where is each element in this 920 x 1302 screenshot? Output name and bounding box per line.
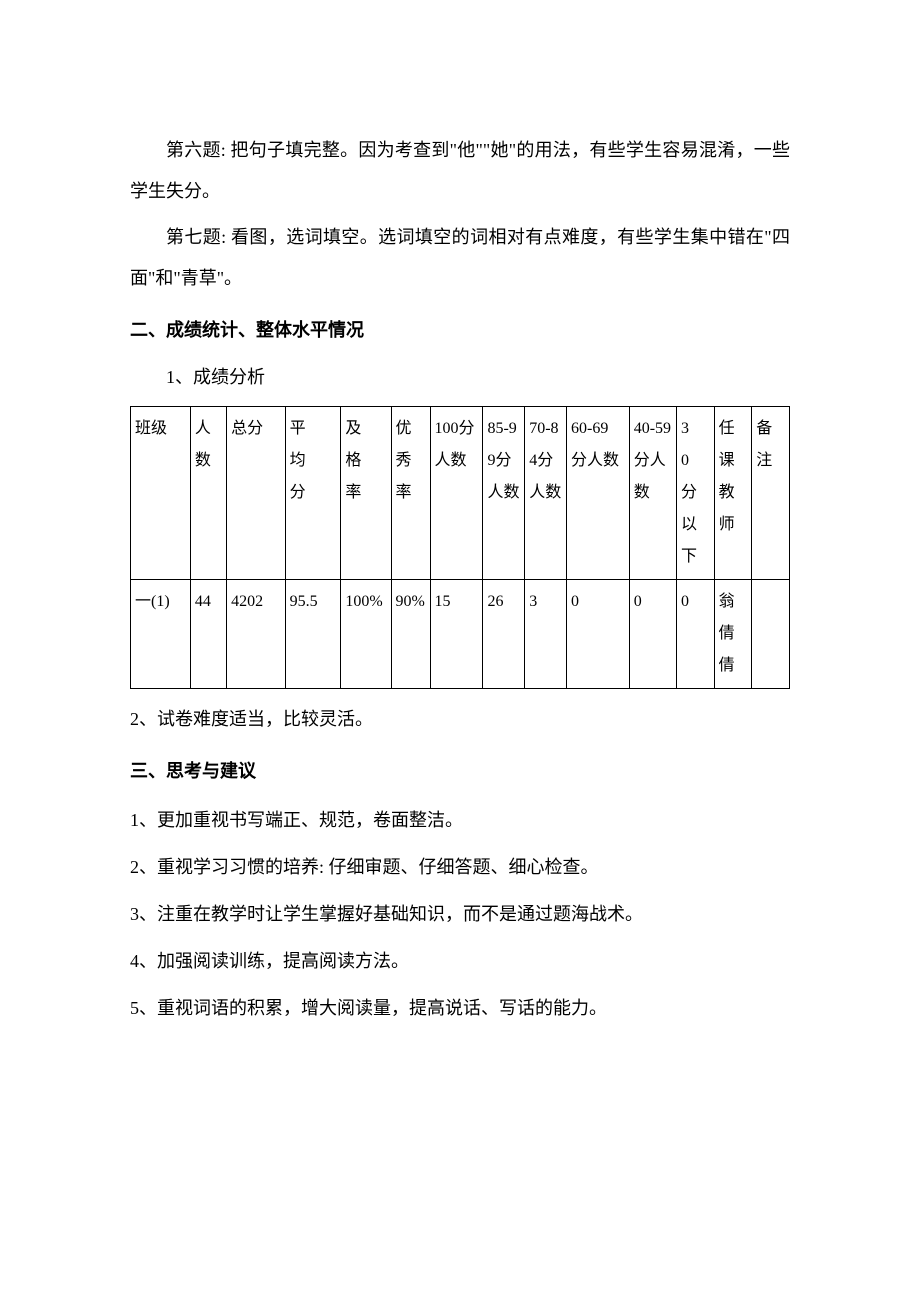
table-row: 一(1) 44 4202 95.5 100% 90% 15 26 3 0 0 0… [131,580,790,689]
td-85-99: 26 [483,580,525,689]
td-excellent: 90% [391,580,430,689]
section3-item2: 2、重视学习习惯的培养: 仔细审题、仔细答题、细心检查。 [130,845,790,890]
section2-item2: 2、试卷难度适当，比较灵活。 [130,699,790,740]
th-class: 班级 [131,407,191,580]
td-teacher: 翁倩倩 [714,580,752,689]
td-70-84: 3 [525,580,567,689]
section3-item3: 3、注重在教学时让学生掌握好基础知识，而不是通过题海战术。 [130,892,790,937]
td-total: 4202 [227,580,286,689]
td-40-59: 0 [629,580,676,689]
th-excellent: 优秀率 [391,407,430,580]
th-below30: 30分以下 [677,407,715,580]
section2-item1: 1、成绩分析 [130,357,790,398]
th-note: 备注 [752,407,790,580]
th-40-59: 40-59分人数 [629,407,676,580]
paragraph-q7: 第七题: 看图，选词填空。选词填空的词相对有点难度，有些学生集中错在"四面"和"… [130,217,790,300]
section3-item5: 5、重视词语的积累，增大阅读量，提高说话、写话的能力。 [130,986,790,1031]
table-header-row: 班级 人数 总分 平均分 及格率 优秀率 100分人数 85-99分人数 70-… [131,407,790,580]
td-pass: 100% [341,580,391,689]
th-avg: 平均分 [285,407,341,580]
td-class: 一(1) [131,580,191,689]
td-60-69: 0 [567,580,630,689]
td-below30: 0 [677,580,715,689]
th-pass: 及格率 [341,407,391,580]
section3-item1: 1、更加重视书写端正、规范，卷面整洁。 [130,798,790,843]
td-count: 44 [190,580,226,689]
section3-list: 1、更加重视书写端正、规范，卷面整洁。 2、重视学习习惯的培养: 仔细审题、仔细… [130,798,790,1031]
section3-heading: 三、思考与建议 [130,751,790,792]
th-count: 人数 [190,407,226,580]
th-85-99: 85-99分人数 [483,407,525,580]
th-100: 100分人数 [430,407,483,580]
td-100: 15 [430,580,483,689]
th-70-84: 70-84分人数 [525,407,567,580]
td-avg: 95.5 [285,580,341,689]
score-table: 班级 人数 总分 平均分 及格率 优秀率 100分人数 85-99分人数 70-… [130,406,790,689]
section2-heading: 二、成绩统计、整体水平情况 [130,310,790,351]
th-total: 总分 [227,407,286,580]
td-note [752,580,790,689]
th-60-69: 60-69 分人数 [567,407,630,580]
paragraph-q6: 第六题: 把句子填完整。因为考查到"他""她"的用法，有些学生容易混淆，一些学生… [130,130,790,213]
section3-item4: 4、加强阅读训练，提高阅读方法。 [130,939,790,984]
th-teacher: 任课教师 [714,407,752,580]
